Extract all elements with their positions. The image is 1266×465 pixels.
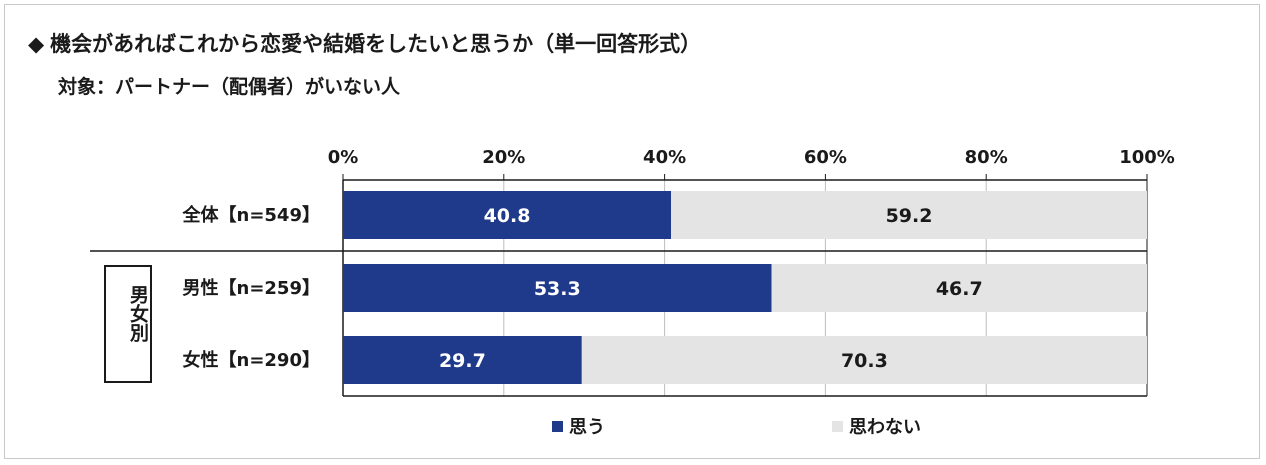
data-label: 70.3	[841, 350, 888, 372]
legend-item-series1: 思う	[552, 413, 605, 439]
bar-segment-series1	[343, 336, 582, 384]
chart-title: ◆ 機会があればこれから恋愛や結婚をしたいと思うか（単一回答形式）	[28, 28, 701, 58]
bar-segment-series2	[771, 264, 1147, 312]
legend-label-series1: 思う	[569, 417, 605, 438]
x-tick-label: 20%	[482, 147, 525, 168]
chart-frame	[4, 4, 1260, 459]
bar-segment-series2	[581, 336, 1147, 384]
category-label: 男性【n=259】	[183, 277, 320, 299]
x-tick-label: 80%	[965, 147, 1008, 168]
chart-subtitle: 対象：パートナー（配偶者）がいない人	[58, 76, 401, 98]
legend-label-series2: 思わない	[849, 417, 921, 438]
title-text: 機会があればこれから恋愛や結婚をしたいと思うか（単一回答形式）	[50, 32, 702, 56]
legend-item-series2: 思わない	[832, 413, 921, 439]
bar-segment-series1	[343, 264, 772, 312]
legend-swatch-series1	[552, 420, 563, 432]
x-tick-label: 60%	[804, 147, 847, 168]
category-label: 女性【n=290】	[183, 349, 320, 371]
diamond-bullet-icon: ◆	[28, 32, 45, 56]
data-label: 59.2	[886, 205, 933, 227]
x-tick-label: 0%	[328, 147, 359, 168]
category-label: 全体【n=549】	[182, 204, 320, 226]
data-label: 40.8	[484, 205, 531, 227]
data-label: 53.3	[534, 278, 581, 300]
gender-group-label: 男女別	[127, 285, 149, 342]
data-label: 29.7	[439, 350, 486, 372]
gender-group-box: 男女別	[104, 265, 152, 383]
x-tick-label: 100%	[1119, 147, 1175, 168]
bar-segment-series2	[671, 191, 1147, 239]
legend-swatch-series2	[832, 420, 843, 432]
x-tick-label: 40%	[643, 147, 686, 168]
data-label: 46.7	[936, 278, 983, 300]
bar-segment-series1	[343, 191, 672, 239]
